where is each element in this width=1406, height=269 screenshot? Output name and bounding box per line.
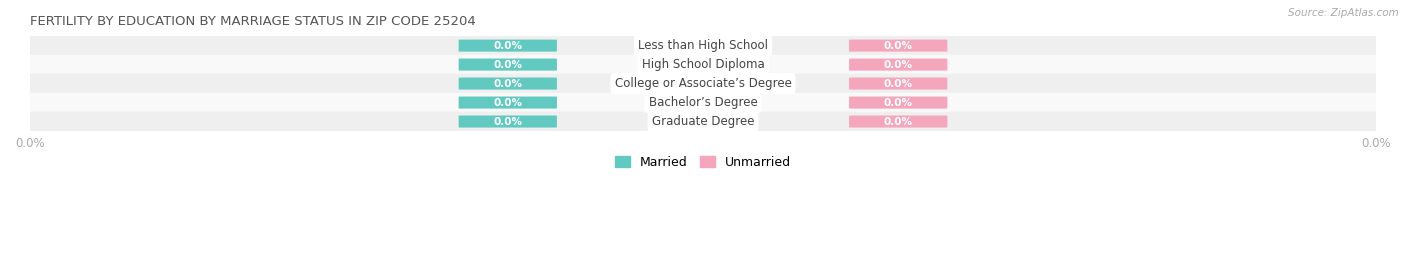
FancyBboxPatch shape (17, 36, 1389, 55)
Text: Bachelor’s Degree: Bachelor’s Degree (648, 96, 758, 109)
FancyBboxPatch shape (849, 97, 948, 109)
Text: Less than High School: Less than High School (638, 39, 768, 52)
FancyBboxPatch shape (458, 59, 557, 71)
FancyBboxPatch shape (17, 93, 1389, 112)
FancyBboxPatch shape (849, 40, 948, 52)
Text: 0.0%: 0.0% (494, 116, 522, 126)
Text: Graduate Degree: Graduate Degree (652, 115, 754, 128)
FancyBboxPatch shape (458, 77, 557, 90)
FancyBboxPatch shape (17, 55, 1389, 75)
FancyBboxPatch shape (849, 115, 948, 128)
Text: 0.0%: 0.0% (494, 60, 522, 70)
Text: 0.0%: 0.0% (884, 41, 912, 51)
FancyBboxPatch shape (458, 97, 557, 109)
FancyBboxPatch shape (458, 115, 557, 128)
FancyBboxPatch shape (849, 59, 948, 71)
FancyBboxPatch shape (17, 112, 1389, 131)
FancyBboxPatch shape (17, 74, 1389, 93)
Text: Source: ZipAtlas.com: Source: ZipAtlas.com (1288, 8, 1399, 18)
Text: High School Diploma: High School Diploma (641, 58, 765, 71)
Text: 0.0%: 0.0% (494, 79, 522, 89)
Text: FERTILITY BY EDUCATION BY MARRIAGE STATUS IN ZIP CODE 25204: FERTILITY BY EDUCATION BY MARRIAGE STATU… (30, 15, 475, 28)
Text: 0.0%: 0.0% (494, 41, 522, 51)
FancyBboxPatch shape (458, 40, 557, 52)
Legend: Married, Unmarried: Married, Unmarried (610, 151, 796, 174)
FancyBboxPatch shape (849, 77, 948, 90)
Text: 0.0%: 0.0% (884, 60, 912, 70)
Text: College or Associate’s Degree: College or Associate’s Degree (614, 77, 792, 90)
Text: 0.0%: 0.0% (884, 98, 912, 108)
Text: 0.0%: 0.0% (884, 79, 912, 89)
Text: 0.0%: 0.0% (494, 98, 522, 108)
Text: 0.0%: 0.0% (884, 116, 912, 126)
